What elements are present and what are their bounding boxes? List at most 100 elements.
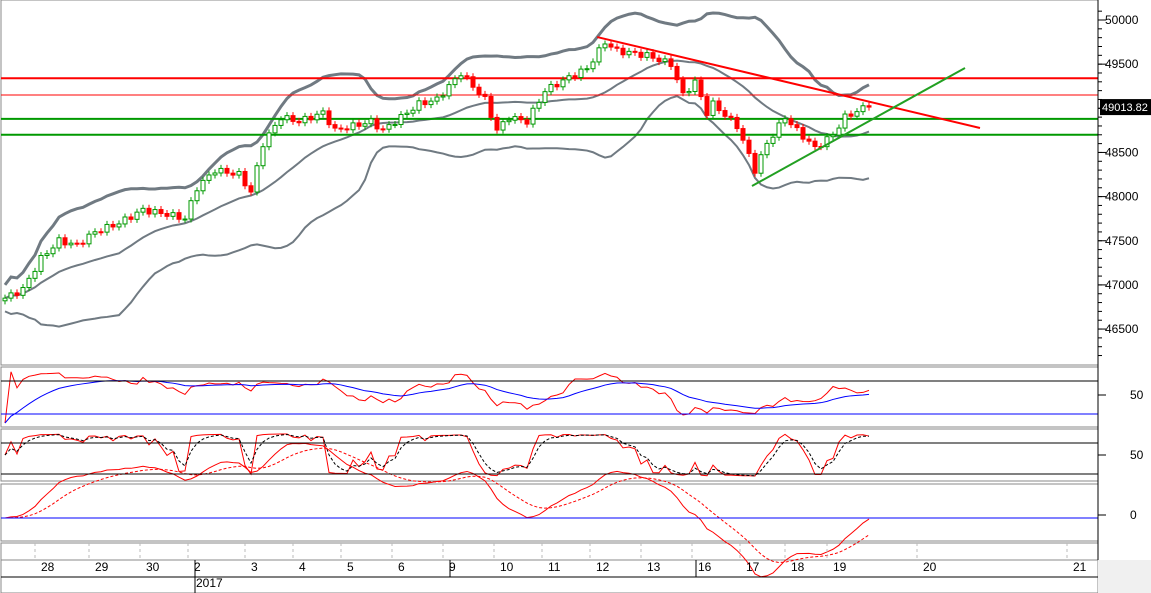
candle bbox=[668, 58, 674, 67]
candle bbox=[194, 190, 200, 202]
candle bbox=[680, 79, 686, 94]
candle bbox=[260, 146, 266, 167]
candle bbox=[866, 105, 872, 108]
year-label: 2017 bbox=[196, 576, 223, 590]
candle bbox=[92, 231, 98, 235]
date-label: 5 bbox=[347, 560, 354, 574]
candle bbox=[380, 128, 386, 131]
candle bbox=[404, 112, 410, 116]
candle bbox=[356, 122, 362, 127]
panel-4 bbox=[0, 542, 1099, 561]
candle bbox=[398, 114, 404, 126]
candle bbox=[482, 93, 488, 97]
candle bbox=[392, 124, 398, 127]
candle bbox=[26, 277, 32, 289]
candle bbox=[452, 78, 458, 86]
candle bbox=[596, 47, 602, 63]
price-tick-label: 49500 bbox=[1105, 57, 1139, 71]
candle bbox=[386, 124, 392, 130]
candle bbox=[728, 115, 734, 118]
candle bbox=[416, 100, 422, 111]
date-label: 21 bbox=[1073, 560, 1087, 574]
date-label: 6 bbox=[398, 560, 405, 574]
candle bbox=[422, 100, 428, 106]
candle bbox=[164, 212, 170, 217]
candle bbox=[2, 297, 8, 302]
candle bbox=[764, 142, 770, 156]
candle bbox=[752, 152, 758, 174]
candle bbox=[146, 207, 152, 215]
candle bbox=[650, 52, 656, 59]
candle bbox=[662, 58, 668, 63]
candle bbox=[812, 140, 818, 148]
candle bbox=[326, 110, 332, 126]
candle bbox=[626, 50, 632, 56]
candle bbox=[440, 95, 446, 98]
candle bbox=[464, 75, 470, 78]
upper-bollinger-band bbox=[3, 11, 870, 286]
candle bbox=[842, 113, 848, 129]
candle bbox=[554, 83, 560, 88]
candle bbox=[860, 105, 866, 113]
candle bbox=[746, 139, 752, 154]
candle bbox=[566, 75, 572, 81]
candle bbox=[506, 119, 512, 123]
candle bbox=[758, 154, 764, 174]
price-tick-label: 48000 bbox=[1105, 190, 1139, 204]
candle bbox=[722, 110, 728, 117]
date-label: 17 bbox=[746, 560, 760, 574]
candle bbox=[458, 75, 464, 80]
date-label: 30 bbox=[146, 560, 160, 574]
stochastic-signal bbox=[4, 434, 870, 477]
candle bbox=[716, 100, 722, 112]
trend-line bbox=[751, 67, 966, 187]
candle bbox=[512, 116, 518, 121]
candle bbox=[836, 127, 842, 136]
candle bbox=[20, 287, 26, 296]
candle bbox=[350, 122, 356, 131]
corner-box bbox=[1098, 560, 1151, 593]
candle bbox=[410, 109, 416, 114]
date-label: 29 bbox=[95, 560, 109, 574]
candle bbox=[8, 292, 14, 299]
candle bbox=[446, 84, 452, 97]
candle bbox=[338, 127, 344, 130]
candle bbox=[44, 253, 50, 256]
candle bbox=[158, 209, 164, 214]
candle bbox=[692, 79, 698, 92]
indicator-label: 50 bbox=[1130, 448, 1144, 462]
candle bbox=[86, 233, 92, 245]
candle bbox=[230, 172, 236, 176]
panel-2 bbox=[0, 428, 1099, 482]
candle bbox=[176, 212, 182, 220]
candle bbox=[806, 138, 812, 142]
candle bbox=[770, 136, 776, 144]
candle bbox=[830, 134, 836, 138]
candle bbox=[278, 119, 284, 126]
candle bbox=[632, 50, 638, 53]
candle bbox=[782, 118, 788, 124]
candle bbox=[206, 174, 212, 181]
candle bbox=[542, 91, 548, 103]
candle bbox=[572, 75, 578, 79]
candle bbox=[38, 254, 44, 272]
candle bbox=[428, 100, 434, 106]
candle bbox=[362, 123, 368, 127]
candle bbox=[218, 167, 224, 174]
candle bbox=[62, 237, 68, 246]
candle bbox=[188, 200, 194, 220]
candle bbox=[50, 247, 56, 255]
date-label: 13 bbox=[647, 560, 661, 574]
indicator-label: 50 bbox=[1130, 388, 1144, 402]
candle bbox=[500, 121, 506, 131]
candle bbox=[794, 124, 800, 129]
candle bbox=[854, 111, 860, 117]
candle bbox=[710, 100, 716, 116]
candle bbox=[560, 79, 566, 88]
candle bbox=[212, 172, 218, 176]
candle bbox=[314, 113, 320, 121]
candle bbox=[368, 118, 374, 125]
candle bbox=[602, 43, 608, 49]
